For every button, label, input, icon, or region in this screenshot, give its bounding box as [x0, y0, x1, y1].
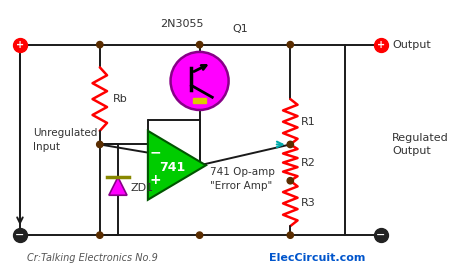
Text: Cr:Talking Electronics No.9: Cr:Talking Electronics No.9: [27, 253, 158, 263]
Text: 741: 741: [159, 161, 185, 174]
Text: Rb: Rb: [112, 94, 127, 104]
Circle shape: [378, 41, 384, 48]
Text: Unregulated
Input: Unregulated Input: [33, 128, 97, 152]
Text: Output: Output: [392, 40, 431, 50]
Text: −: −: [149, 146, 161, 160]
Text: −: −: [376, 230, 386, 240]
Text: R3: R3: [301, 198, 316, 208]
Text: Regulated
Output: Regulated Output: [392, 133, 449, 156]
Circle shape: [97, 141, 103, 148]
Polygon shape: [148, 131, 206, 200]
Circle shape: [287, 41, 293, 48]
Text: R2: R2: [301, 158, 316, 168]
Text: ElecCircuit.com: ElecCircuit.com: [270, 253, 366, 263]
Polygon shape: [109, 177, 127, 195]
Text: +: +: [149, 173, 161, 187]
Text: R1: R1: [301, 117, 316, 127]
Circle shape: [287, 141, 293, 148]
Text: +: +: [377, 40, 385, 50]
Text: −: −: [15, 230, 25, 240]
Text: 741 Op-amp
"Error Amp": 741 Op-amp "Error Amp": [211, 167, 275, 191]
Circle shape: [196, 41, 203, 48]
Circle shape: [287, 178, 293, 184]
Circle shape: [97, 232, 103, 238]
Text: 2N3055: 2N3055: [160, 19, 203, 29]
Circle shape: [287, 232, 293, 238]
Circle shape: [196, 232, 203, 238]
Circle shape: [378, 232, 384, 238]
Text: Q1: Q1: [233, 24, 248, 34]
Circle shape: [171, 52, 229, 110]
Circle shape: [97, 41, 103, 48]
Text: +: +: [16, 40, 24, 50]
Bar: [193, 98, 206, 103]
Text: ZD1: ZD1: [130, 183, 154, 193]
